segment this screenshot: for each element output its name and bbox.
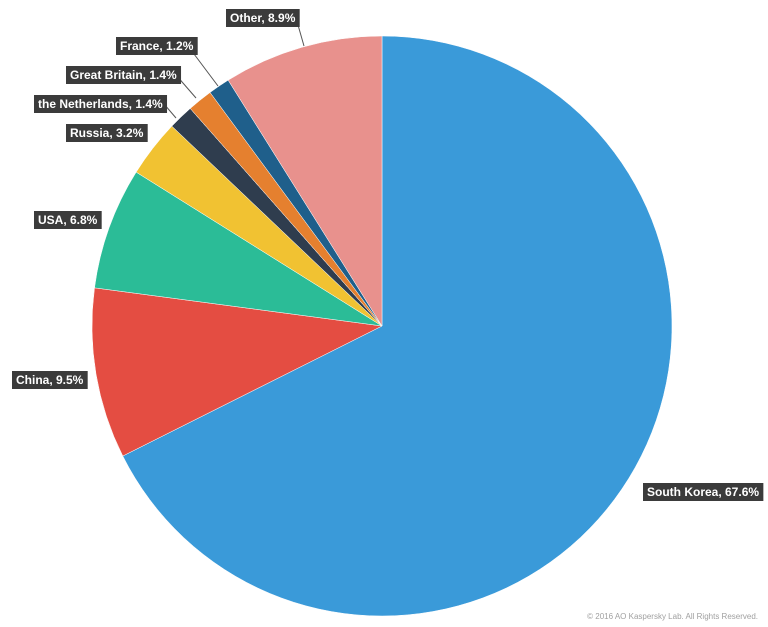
slice-label-4: the Netherlands, 1.4% [34,95,168,113]
slice-label-text-0: South Korea, 67.6% [647,485,759,499]
slice-labels: South Korea, 67.6% China, 9.5% USA, 6.8% Ru… [12,9,764,501]
copyright-text: © 2016 AO Kaspersky Lab. All Rights Rese… [587,612,758,621]
slice-label-bg-3 [66,124,148,142]
slice-label-text-6: France, 1.2% [120,39,194,53]
slice-label-0: South Korea, 67.6% [643,483,764,501]
slice-label-bg-2 [34,211,102,229]
slice-label-text-7: Other, 8.9% [230,11,296,25]
slice-label-text-2: USA, 6.8% [38,213,98,227]
slice-label-bg-7 [226,9,300,27]
slice-label-7: Other, 8.9% [226,9,300,27]
slice-label-3: Russia, 3.2% [66,124,148,142]
pie-slice-2 [94,171,383,327]
slice-label-bg-0 [643,483,764,501]
slice-label-bg-4 [34,95,168,113]
slice-label-bg-6 [116,37,198,55]
pie-slice-1 [91,287,383,457]
slice-label-1: China, 9.5% [12,371,88,389]
slice-label-text-5: Great Britain, 1.4% [70,68,177,82]
slice-label-5: Great Britain, 1.4% [66,66,182,84]
slice-label-bg-1 [12,371,88,389]
slice-label-text-4: the Netherlands, 1.4% [38,97,163,111]
pie-slice-0 [122,35,673,617]
pie-slice-7 [227,35,383,327]
slice-label-bg-5 [66,66,182,84]
slice-label-text-3: Russia, 3.2% [70,126,144,140]
slice-label-text-1: China, 9.5% [16,373,84,387]
slice-label-2: USA, 6.8% [34,211,102,229]
slice-label-6: France, 1.2% [116,37,198,55]
pie-slices [91,35,673,617]
